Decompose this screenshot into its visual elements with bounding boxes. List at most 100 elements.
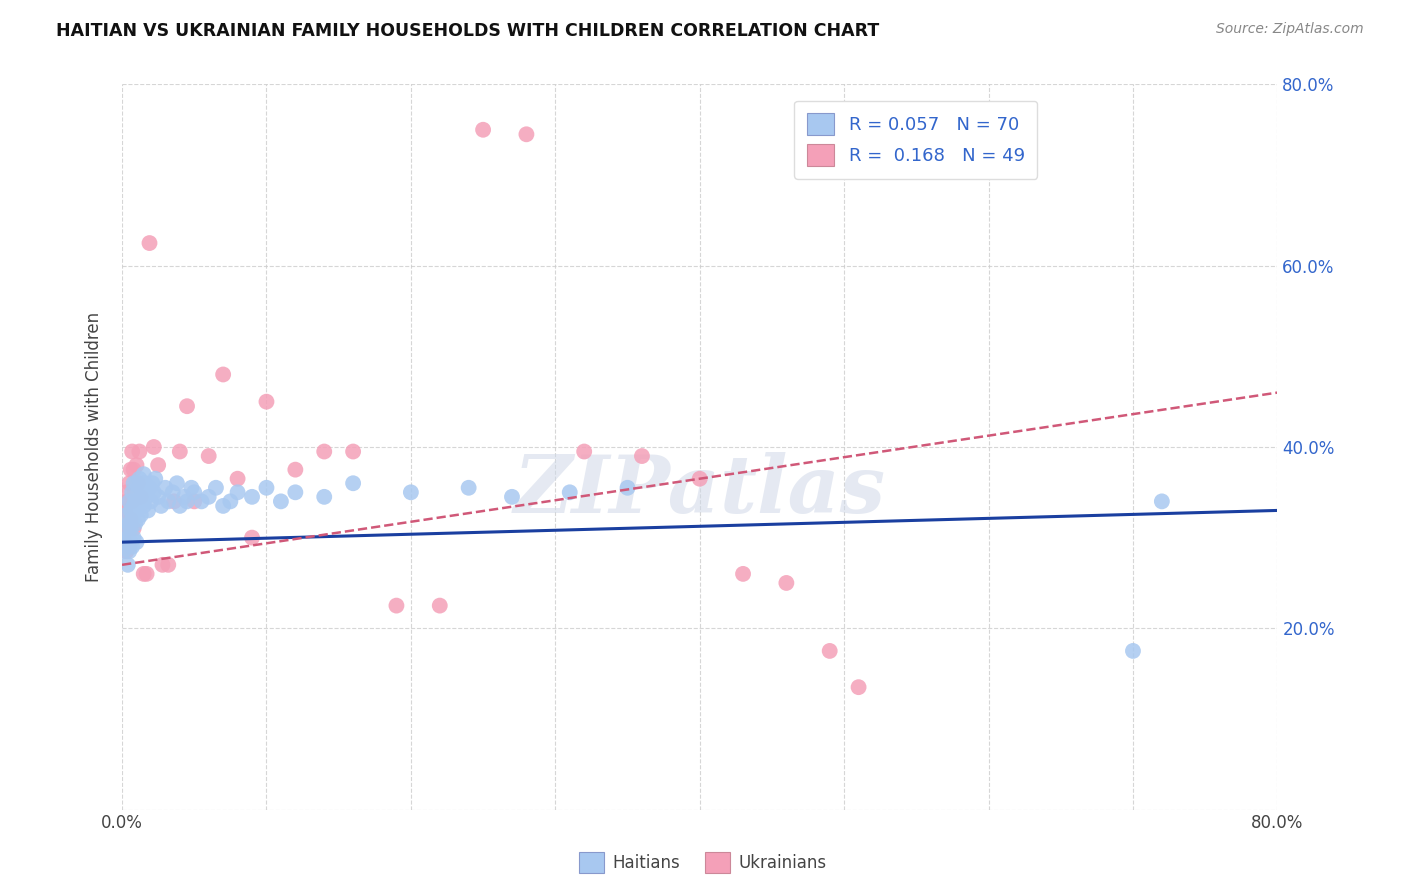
Point — [114, 503, 136, 517]
Point — [162, 485, 184, 500]
Point — [169, 444, 191, 458]
Point — [132, 566, 155, 581]
Point — [385, 599, 408, 613]
Point — [118, 544, 141, 558]
Point — [141, 476, 163, 491]
Point — [125, 458, 148, 472]
Text: Source: ZipAtlas.com: Source: ZipAtlas.com — [1216, 22, 1364, 37]
Point — [138, 235, 160, 250]
Point — [131, 490, 153, 504]
Point — [112, 544, 135, 558]
Point — [314, 444, 336, 458]
Point — [515, 128, 537, 142]
Point — [112, 531, 135, 545]
Point — [429, 599, 451, 613]
Point — [818, 644, 841, 658]
Point — [118, 476, 141, 491]
Point — [240, 490, 263, 504]
Point — [166, 476, 188, 491]
Point — [120, 503, 142, 517]
Point — [176, 494, 198, 508]
Point — [848, 680, 870, 694]
Point — [146, 458, 169, 472]
Point — [118, 494, 141, 508]
Point — [127, 476, 149, 491]
Point — [180, 481, 202, 495]
Point — [128, 494, 150, 508]
Point — [775, 576, 797, 591]
Point — [1150, 494, 1173, 508]
Text: ZIPatlas: ZIPatlas — [513, 451, 886, 529]
Point — [135, 490, 157, 504]
Point — [118, 540, 141, 554]
Point — [117, 531, 139, 545]
Text: HAITIAN VS UKRAINIAN FAMILY HOUSEHOLDS WITH CHILDREN CORRELATION CHART: HAITIAN VS UKRAINIAN FAMILY HOUSEHOLDS W… — [56, 22, 880, 40]
Point — [125, 476, 148, 491]
Point — [129, 481, 152, 495]
Point — [183, 485, 205, 500]
Point — [121, 444, 143, 458]
Point — [558, 485, 581, 500]
Point — [256, 481, 278, 495]
Point — [124, 485, 146, 500]
Point — [120, 463, 142, 477]
Point — [731, 566, 754, 581]
Point — [127, 512, 149, 526]
Point — [120, 535, 142, 549]
Legend: R = 0.057   N = 70, R =  0.168   N = 49: R = 0.057 N = 70, R = 0.168 N = 49 — [794, 101, 1038, 179]
Point — [142, 485, 165, 500]
Point — [115, 508, 138, 522]
Point — [121, 494, 143, 508]
Point — [197, 490, 219, 504]
Point — [134, 476, 156, 491]
Point — [457, 481, 479, 495]
Point — [616, 481, 638, 495]
Point — [125, 503, 148, 517]
Point — [342, 444, 364, 458]
Point — [115, 535, 138, 549]
Point — [139, 494, 162, 508]
Point — [115, 544, 138, 558]
Point — [205, 481, 228, 495]
Point — [120, 512, 142, 526]
Point — [135, 566, 157, 581]
Point — [284, 485, 307, 500]
Point — [117, 558, 139, 572]
Point — [124, 516, 146, 531]
Point — [631, 449, 654, 463]
Point — [240, 531, 263, 545]
Point — [138, 481, 160, 495]
Point — [157, 558, 180, 572]
Point — [176, 399, 198, 413]
Point — [117, 522, 139, 536]
Point — [122, 499, 145, 513]
Point — [270, 494, 292, 508]
Point — [226, 485, 249, 500]
Point — [127, 485, 149, 500]
Point — [689, 472, 711, 486]
Point — [155, 481, 177, 495]
Point — [128, 444, 150, 458]
Point — [122, 522, 145, 536]
Point — [256, 394, 278, 409]
Point — [118, 516, 141, 531]
Point — [572, 444, 595, 458]
Point — [399, 485, 422, 500]
Point — [125, 535, 148, 549]
Point — [121, 485, 143, 500]
Point — [146, 490, 169, 504]
Point — [143, 472, 166, 486]
Point — [1122, 644, 1144, 658]
Point — [128, 472, 150, 486]
Point — [129, 490, 152, 504]
Y-axis label: Family Households with Children: Family Households with Children — [86, 312, 103, 582]
Point — [501, 490, 523, 504]
Point — [132, 467, 155, 482]
Point — [152, 558, 174, 572]
Point — [212, 499, 235, 513]
Point — [122, 463, 145, 477]
Point — [121, 540, 143, 554]
Point — [472, 122, 495, 136]
Point — [219, 494, 242, 508]
Point — [132, 499, 155, 513]
